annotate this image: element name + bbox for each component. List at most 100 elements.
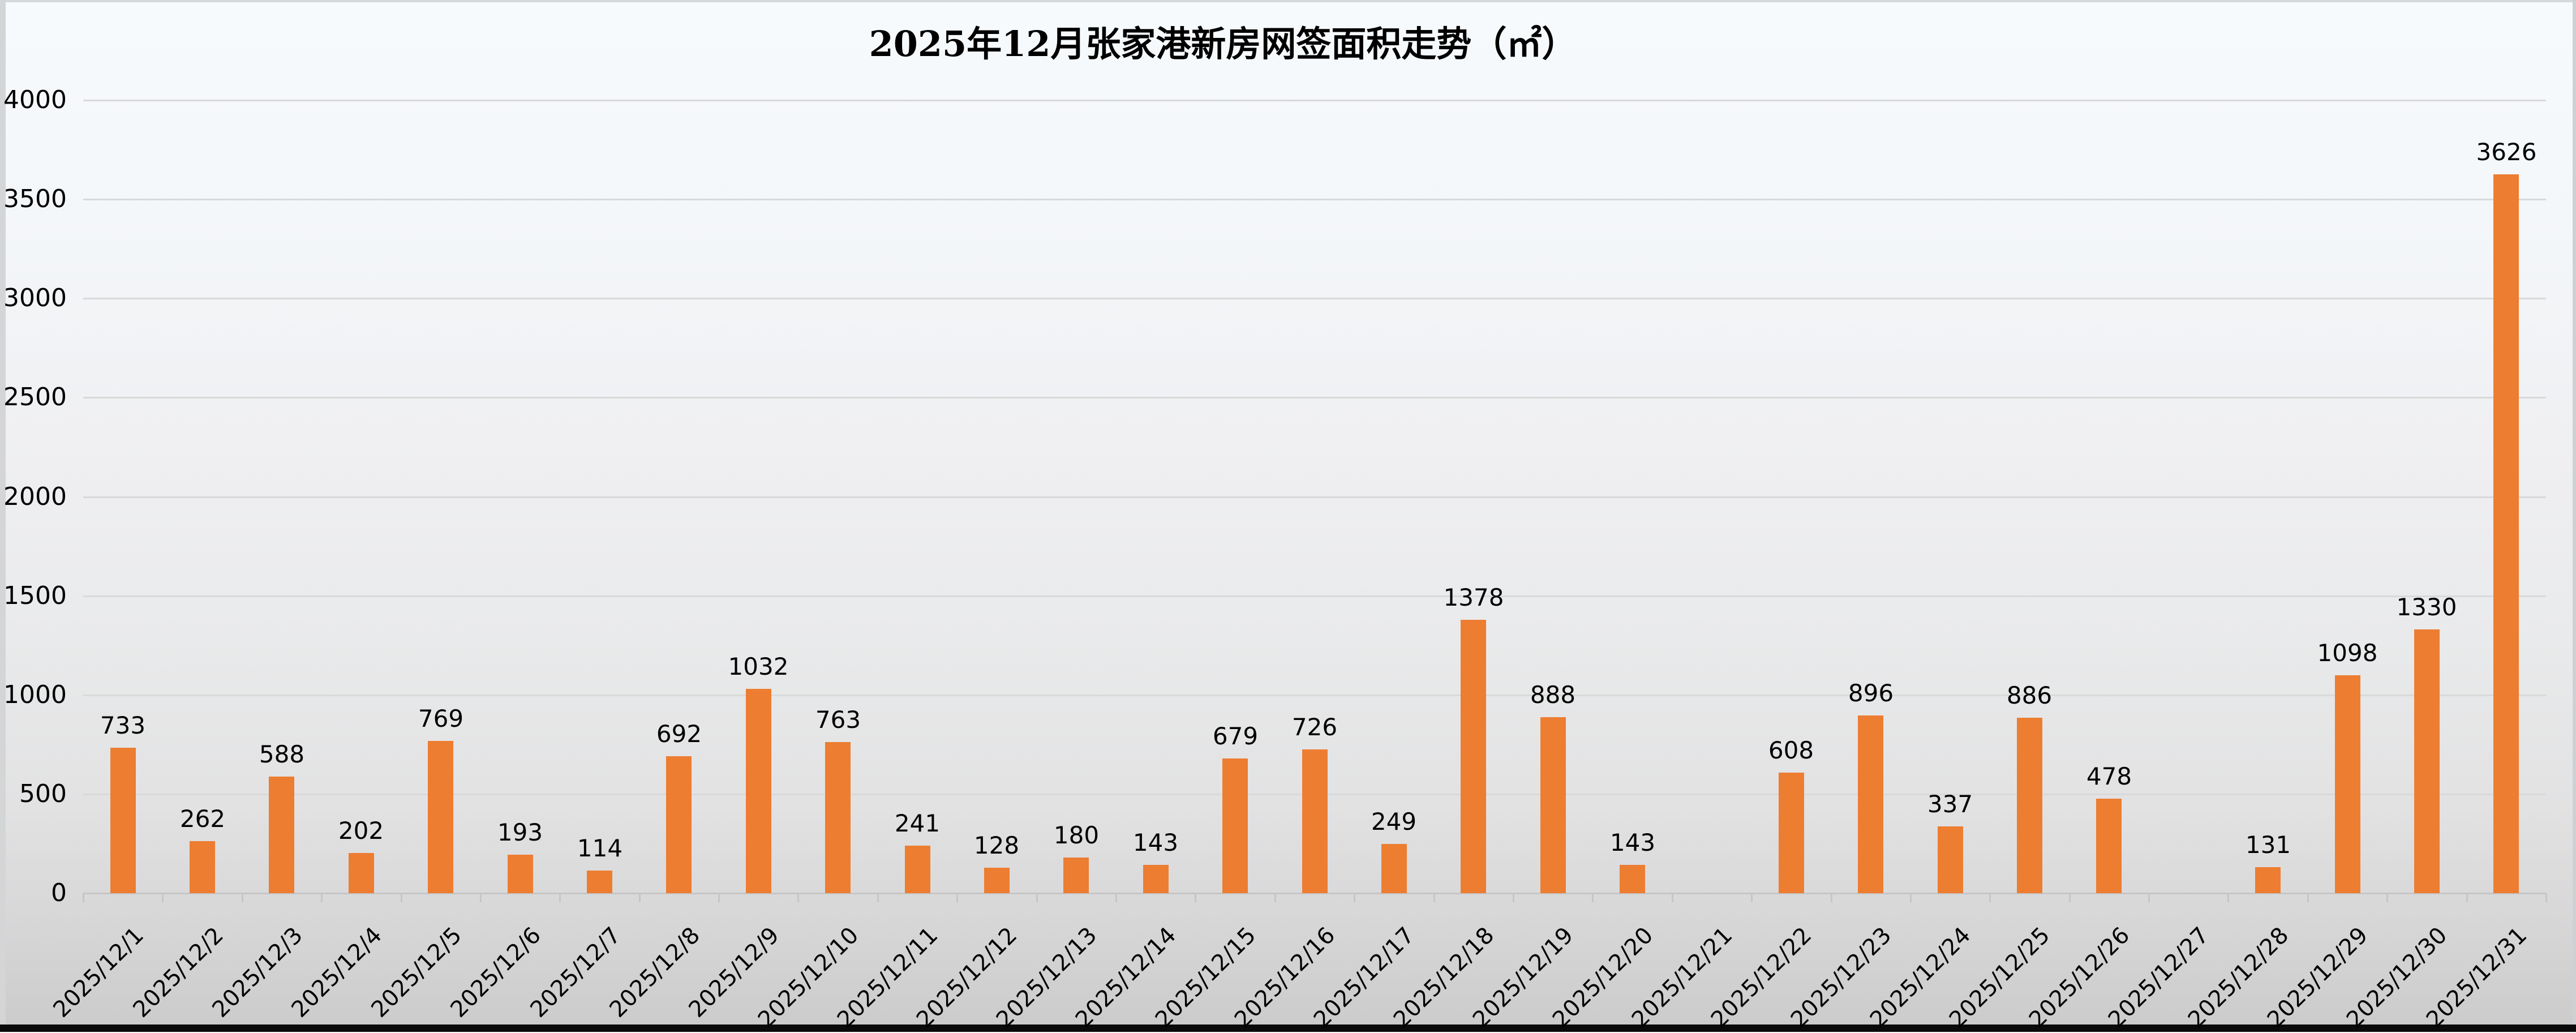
x-axis-tick: [2307, 893, 2309, 902]
bar: [2493, 174, 2519, 893]
bar-value-label: 896: [1848, 679, 1894, 707]
bar: [110, 748, 136, 893]
bar-value-label: 114: [577, 834, 623, 862]
x-axis-tick: [1036, 893, 1038, 902]
y-tick-label: 3500: [3, 185, 67, 213]
frame-border-right: [2573, 0, 2576, 1032]
x-axis-tick: [877, 893, 879, 902]
bar: [349, 853, 374, 893]
gridline: [83, 199, 2546, 200]
bar-value-label: 769: [418, 705, 464, 732]
x-axis-tick: [1592, 893, 1594, 902]
x-axis-tick: [2466, 893, 2468, 902]
x-axis-tick: [162, 893, 164, 902]
gridline: [83, 595, 2546, 597]
x-axis-tick: [1195, 893, 1196, 902]
gridline: [83, 100, 2546, 101]
x-axis-tick: [2227, 893, 2229, 902]
x-axis-tick: [1751, 893, 1753, 902]
bar-value-label: 692: [656, 720, 702, 748]
x-axis-tick: [1513, 893, 1514, 902]
x-axis-tick: [1354, 893, 1355, 902]
bar-value-label: 763: [815, 706, 861, 734]
bar: [905, 846, 930, 893]
bar: [746, 689, 771, 893]
gridline: [83, 695, 2546, 696]
bar-value-label: 588: [259, 740, 305, 768]
bar-value-label: 1098: [2317, 639, 2378, 667]
bar-value-label: 143: [1132, 829, 1179, 856]
bar-value-label: 337: [1927, 790, 1973, 818]
y-tick-label: 1000: [3, 680, 67, 709]
bar-value-label: 262: [179, 805, 226, 833]
bar-value-label: 128: [973, 831, 1020, 859]
x-axis-line: [83, 893, 2546, 894]
bar: [190, 841, 215, 893]
frame-border-left: [0, 0, 6, 1032]
bar-value-label: 888: [1530, 681, 1576, 709]
bar: [825, 742, 851, 893]
y-tick-label: 3000: [3, 284, 67, 312]
bar: [1461, 620, 1486, 893]
x-axis-tick: [2545, 893, 2547, 902]
x-axis-tick: [718, 893, 720, 902]
y-tick-label: 4000: [3, 85, 67, 114]
y-tick-label: 2500: [3, 383, 67, 412]
bar-value-label: 1378: [1443, 584, 1504, 611]
x-axis-tick: [797, 893, 799, 902]
bar: [1302, 749, 1328, 893]
x-axis-tick: [2386, 893, 2388, 902]
bar: [1063, 858, 1089, 893]
x-axis-tick: [1115, 893, 1117, 902]
y-tick-label: 500: [19, 779, 67, 808]
x-axis-tick: [1989, 893, 1991, 902]
bar: [1381, 844, 1407, 893]
bar: [1779, 773, 1804, 893]
x-axis-tick: [956, 893, 958, 902]
frame-border-top: [0, 0, 2576, 2]
bar-value-label: 249: [1371, 808, 1417, 835]
x-axis-tick: [1274, 893, 1276, 902]
x-axis-tick: [1672, 893, 1673, 902]
x-axis-tick: [1831, 893, 1832, 902]
y-tick-label: 0: [51, 878, 67, 907]
bar-value-label: 202: [338, 817, 384, 845]
x-axis-tick: [321, 893, 323, 902]
bar: [508, 855, 533, 893]
x-axis-tick: [1433, 893, 1435, 902]
bar: [1143, 865, 1169, 893]
bar-value-label: 193: [497, 818, 543, 846]
bar: [428, 741, 453, 893]
bar-value-label: 241: [894, 809, 941, 837]
y-tick-label: 1500: [3, 581, 67, 610]
x-axis-tick: [480, 893, 482, 902]
bar-value-label: 143: [1609, 829, 1656, 856]
bar-value-label: 131: [2245, 831, 2291, 859]
x-axis-tick: [2069, 893, 2071, 902]
gridline: [83, 397, 2546, 398]
y-tick-label: 2000: [3, 482, 67, 511]
gridline: [83, 496, 2546, 498]
bar-value-label: 679: [1212, 722, 1259, 750]
bar-value-label: 478: [2086, 762, 2132, 790]
bar: [1540, 717, 1566, 893]
x-axis-tick: [1910, 893, 1912, 902]
bar: [1938, 826, 1963, 893]
bar: [2017, 718, 2042, 893]
bar: [666, 756, 692, 893]
x-axis-tick: [83, 893, 84, 902]
x-axis-tick: [2148, 893, 2150, 902]
frame-border-bottom: [0, 1025, 2576, 1032]
x-axis-tick: [559, 893, 561, 902]
bar: [269, 777, 294, 893]
bar-value-label: 886: [2006, 681, 2053, 709]
bar: [2096, 799, 2122, 893]
chart-title: 2025年12月张家港新房网签面积走势（㎡）: [869, 23, 1577, 65]
bar: [1222, 758, 1248, 893]
bar-value-label: 1032: [728, 653, 789, 680]
bar-value-label: 3626: [2476, 138, 2537, 166]
bar-value-label: 180: [1053, 821, 1100, 849]
bar-value-label: 608: [1768, 736, 1814, 764]
